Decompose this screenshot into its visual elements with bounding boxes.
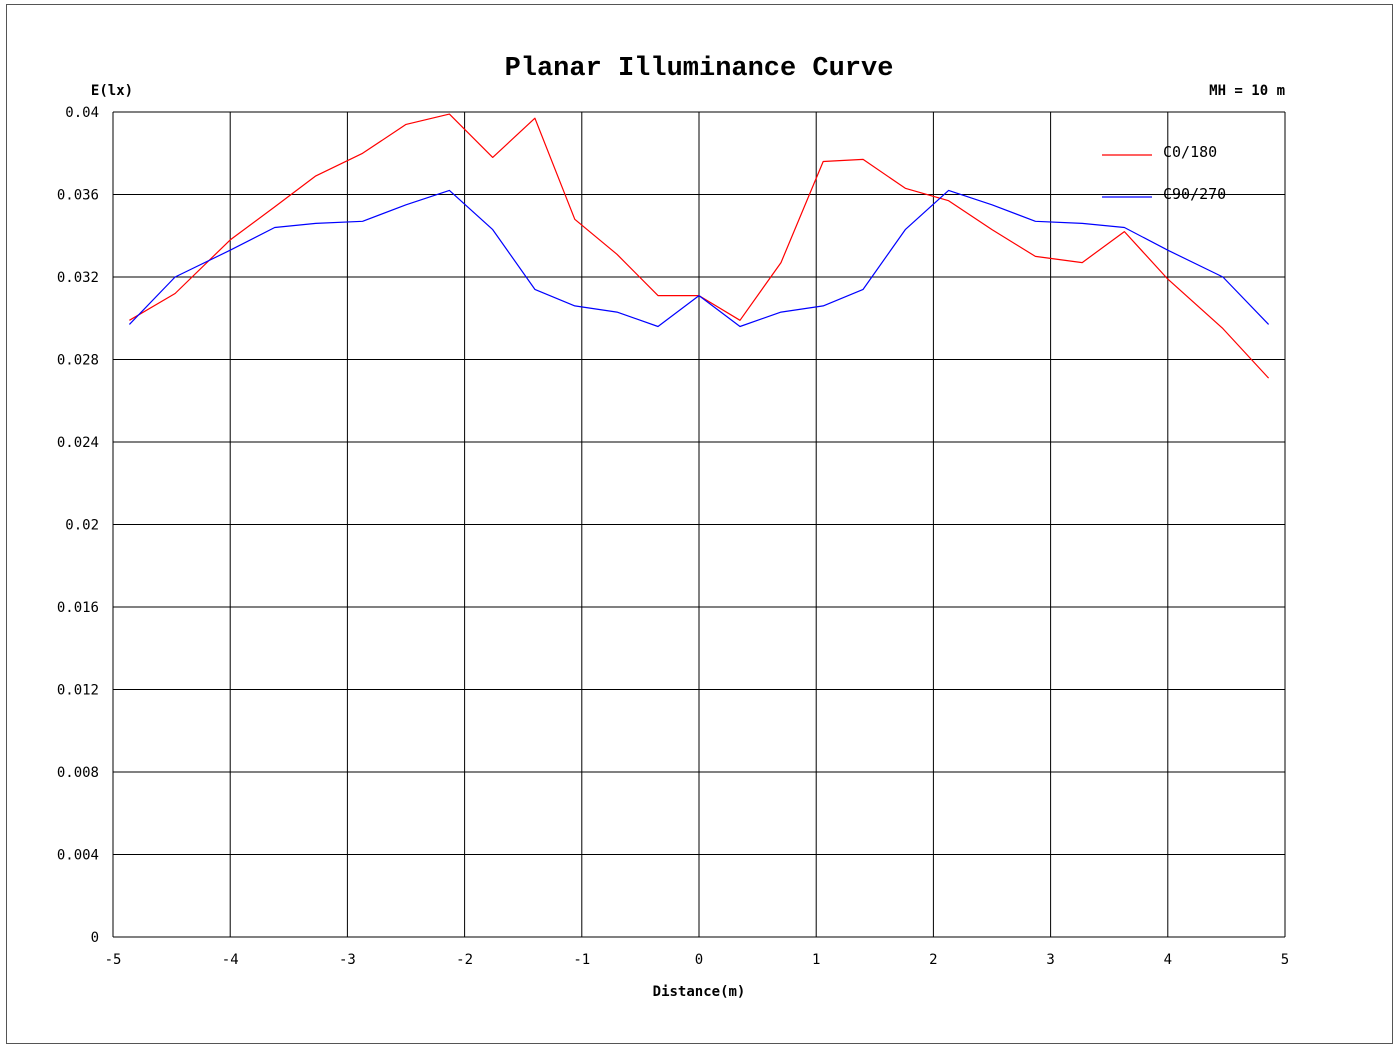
y-tick-label: 0.024	[57, 435, 99, 451]
y-tick-label: 0	[91, 930, 99, 946]
series-lines	[128, 113, 1270, 379]
chart-title: Planar Illuminance Curve	[505, 54, 894, 84]
legend-label: C0/180	[1163, 143, 1217, 161]
y-axis-label: E(lx)	[91, 83, 133, 99]
y-tick-label: 0.004	[57, 848, 99, 864]
y-tick-label: 0.028	[57, 353, 99, 369]
x-tick-label: 1	[812, 952, 820, 968]
x-tick-label: -3	[339, 952, 356, 968]
x-tick-label: -4	[222, 952, 239, 968]
y-tick-label: 0.008	[57, 765, 99, 781]
legend: C0/180 C90/270	[1102, 143, 1226, 203]
legend-label: C90/270	[1163, 185, 1226, 203]
y-tick-label: 0.04	[65, 105, 99, 121]
x-axis-label: Distance(m)	[653, 984, 746, 1000]
tick-labels: -5 -4 -3 -2 -1 0 1 2 3 4 5 0 0.004 0.008 0.012 0.016 0.0…	[57, 105, 1289, 968]
x-tick-label: -1	[573, 952, 590, 968]
y-tick-label: 0.02	[65, 518, 99, 534]
x-tick-label: 0	[695, 952, 703, 968]
y-tick-label: 0.016	[57, 600, 99, 616]
x-tick-label: 2	[929, 952, 937, 968]
x-tick-label: -5	[105, 952, 122, 968]
series-line-c90-270	[128, 189, 1270, 328]
x-tick-label: 4	[1164, 952, 1172, 968]
y-tick-label: 0.032	[57, 270, 99, 286]
x-tick-label: 3	[1046, 952, 1054, 968]
x-tick-label: -2	[456, 952, 473, 968]
mounting-height-annotation: MH = 10 m	[1209, 83, 1285, 99]
y-tick-label: 0.012	[57, 683, 99, 699]
grid	[112, 111, 1286, 938]
x-tick-label: 5	[1281, 952, 1289, 968]
y-tick-label: 0.036	[57, 188, 99, 204]
